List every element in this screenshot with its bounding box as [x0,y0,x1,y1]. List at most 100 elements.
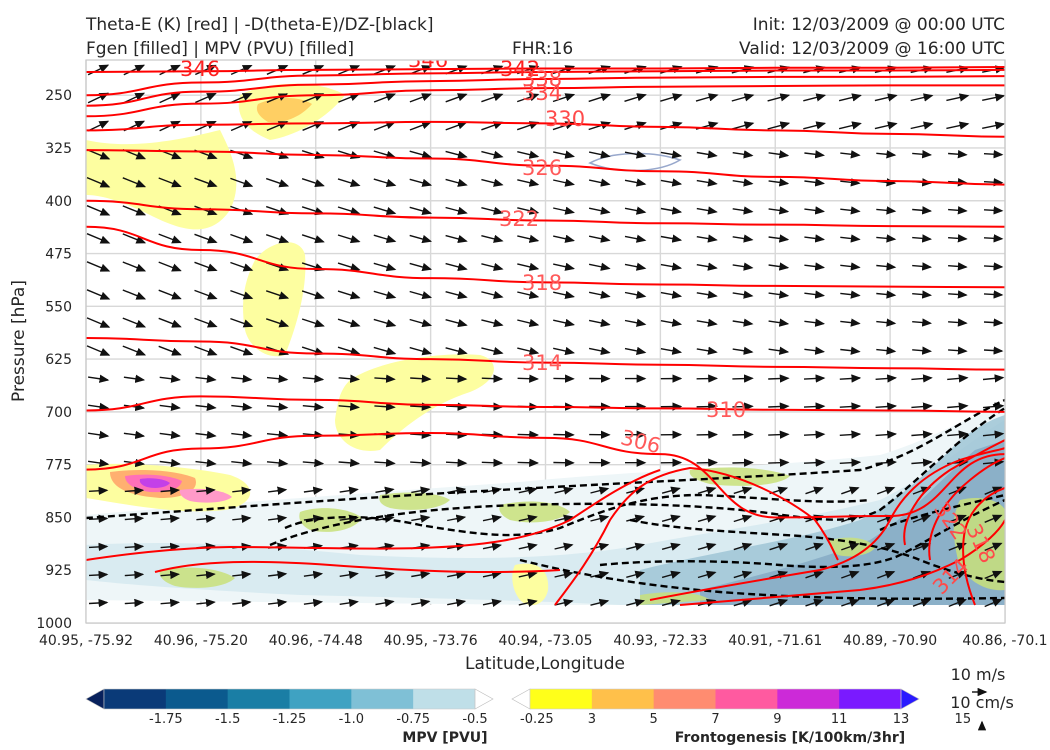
wind-vector [804,290,825,299]
wind-vector [912,206,932,215]
wind-vector [554,514,574,523]
wind-vector [803,121,827,130]
wind-vector [409,150,433,159]
wind-vector [696,206,718,215]
fgen-fill-vert [243,242,306,357]
wind-vector [805,486,824,495]
colorbar-tick-label: 13 [893,712,910,727]
wind-vector [445,290,468,300]
wind-vector [231,458,253,468]
wind-vector [411,486,431,495]
wind-vector [910,93,934,102]
wind-vector [947,402,969,411]
wind-vector [481,318,504,328]
wind-vector [948,598,967,608]
wind-vector [983,234,1004,243]
wind-vector [445,458,468,467]
wind-vector [231,374,253,383]
wind-vector [517,318,540,328]
wind-vector [195,402,217,412]
wind-vector [123,374,146,383]
wind-vector [660,234,683,243]
wind-vector [124,598,145,608]
x-tick-label: 40.96, -74.48 [269,633,363,649]
wind-vector [373,121,397,131]
colorbar-swatch [653,689,716,709]
wind-vector [876,290,897,299]
wind-vector [160,514,180,523]
wind-vector [660,290,683,299]
wind-vector [375,486,395,495]
wind-vector [410,430,432,439]
wind-vector [409,290,433,300]
wind-vector [768,150,790,159]
wind-vector [518,598,538,607]
wind-vector [660,318,683,327]
wind-vector [409,234,433,244]
wind-vector [124,486,145,495]
ddz-contour-6 [879,493,1005,532]
wind-vector [301,318,325,328]
wind-vector [517,346,540,356]
wind-vector [948,178,968,187]
wind-vector [337,318,361,328]
fgen-fill-green-3 [499,501,570,523]
wind-vector [912,346,932,355]
wind-vector [912,150,932,159]
wind-vector [876,262,897,271]
plot-frame [85,59,1006,624]
wind-vector [194,233,218,244]
wind-vector [768,458,790,467]
ddz-contour-7 [629,518,1005,584]
wind-vector [624,150,647,159]
wind-vector [732,374,754,383]
wind-vector [984,598,1003,608]
wind-vector [194,289,218,300]
wind-vector [588,262,611,271]
wind-vector [158,261,182,272]
wind-vector [874,121,898,130]
wind-vector [876,318,897,327]
wind-vector [230,233,254,244]
wind-vector [517,374,539,383]
wind-vector [409,206,433,215]
wind-vector [87,458,110,468]
wind-vector [553,290,575,299]
wind-vector [517,458,539,467]
theta-e-contour-lr-2 [649,447,1005,601]
wind-vector [518,570,538,579]
wind-vector [590,598,610,607]
wind-vector [552,93,576,103]
theta-e-contour-lr-8 [154,560,561,574]
wind-vector [626,514,646,523]
wind-vector [624,206,647,215]
wind-vector [447,598,467,608]
wind-vector [840,234,861,243]
wind-vector [983,150,1004,159]
wind-vector [911,430,933,439]
wind-vector [301,178,325,188]
theta-e-contour-lr-4 [903,439,1005,546]
theta-e-contour-330 [86,120,1005,138]
wind-vector [697,570,717,579]
wind-vector [947,374,969,383]
wind-vector [373,150,397,159]
wind-vector [123,64,146,76]
wind-vector [409,178,433,187]
wind-vector [875,430,897,439]
wind-vector [804,150,825,159]
wind-vector [303,570,324,580]
wind-vector [588,93,612,103]
colorbar-swatch [289,689,352,709]
x-tick-label: 40.89, -70.90 [843,633,937,649]
wind-vector [445,262,468,272]
wind-vector [768,318,790,327]
colorbar-extend-low [85,688,105,710]
wind-vector [518,542,538,551]
wind-vector [553,346,575,356]
wind-vector [445,93,468,103]
x-tick-label: 40.95, -75.92 [39,633,133,649]
wind-vector [517,234,540,243]
wind-vector [518,486,538,495]
wind-vector [769,542,789,551]
